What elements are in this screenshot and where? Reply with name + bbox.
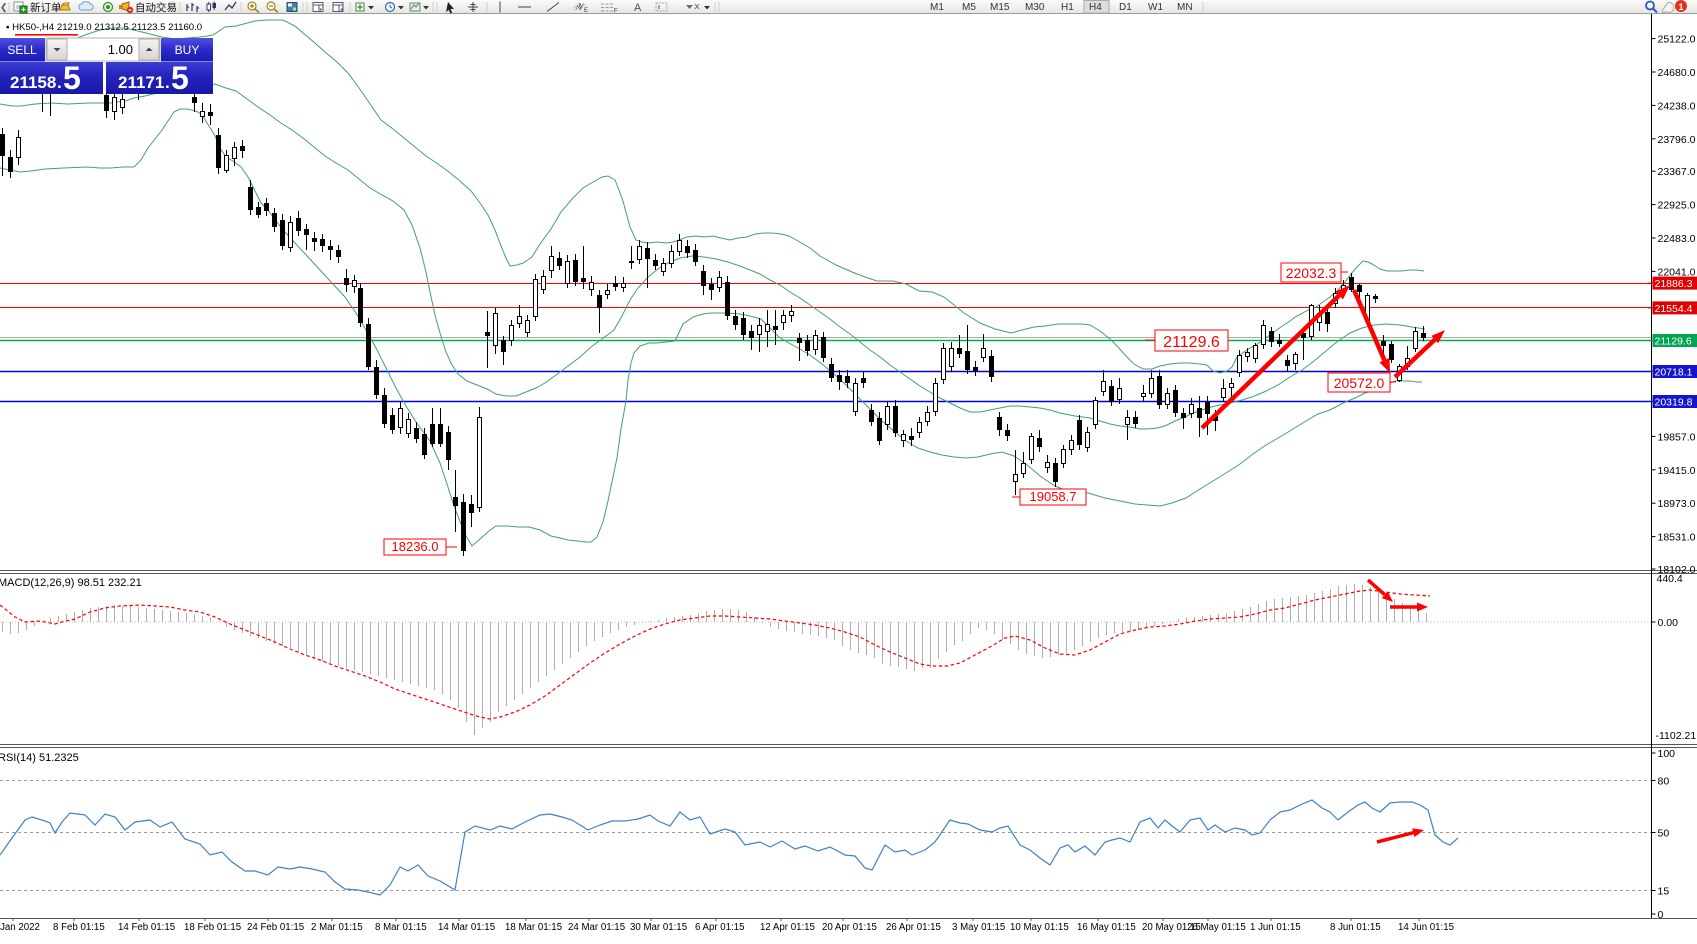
svg-text:H4: H4 [1089, 2, 1102, 13]
svg-text:H1: H1 [1061, 2, 1074, 13]
svg-text:E: E [584, 8, 588, 14]
svg-text:M5: M5 [962, 2, 976, 13]
svg-text:10 May 01:15: 10 May 01:15 [1010, 922, 1069, 933]
svg-text:MN: MN [1177, 2, 1193, 13]
svg-text:18 Feb 01:15: 18 Feb 01:15 [184, 922, 241, 933]
svg-text:80: 80 [1658, 776, 1670, 788]
svg-text:1.00: 1.00 [108, 42, 133, 57]
svg-text:自动交易: 自动交易 [135, 1, 177, 14]
svg-text:20319.8: 20319.8 [1655, 397, 1693, 409]
svg-text:8 Jun 01:15: 8 Jun 01:15 [1330, 922, 1381, 933]
svg-text:14 Mar 01:15: 14 Mar 01:15 [438, 922, 495, 933]
svg-text:M30: M30 [1025, 2, 1045, 13]
svg-text:24 Mar 01:15: 24 Mar 01:15 [568, 922, 625, 933]
svg-text:-1102.21: -1102.21 [1656, 730, 1697, 742]
svg-text:0.00: 0.00 [1658, 617, 1679, 629]
svg-text:50: 50 [1658, 828, 1670, 840]
svg-text:19415.0: 19415.0 [1658, 465, 1696, 477]
svg-text:21554.4: 21554.4 [1655, 303, 1693, 315]
svg-text:26 May 01:15: 26 May 01:15 [1187, 922, 1246, 933]
svg-text:21129.6: 21129.6 [1163, 334, 1220, 351]
svg-text:19857.0: 19857.0 [1658, 431, 1696, 443]
svg-text:20718.1: 20718.1 [1655, 367, 1693, 379]
svg-text:.: . [57, 73, 62, 92]
svg-text:2 Mar 01:15: 2 Mar 01:15 [311, 922, 363, 933]
svg-text:3 Jan 2022: 3 Jan 2022 [0, 922, 40, 933]
svg-text:1 Jun 01:15: 1 Jun 01:15 [1250, 922, 1301, 933]
svg-text:15: 15 [1658, 886, 1670, 898]
svg-text:8 Feb 01:15: 8 Feb 01:15 [53, 922, 105, 933]
svg-text:14 Jun 01:15: 14 Jun 01:15 [1398, 922, 1454, 933]
svg-text:21886.3: 21886.3 [1655, 278, 1693, 290]
svg-text:24 Feb 01:15: 24 Feb 01:15 [247, 922, 304, 933]
svg-text:SELL: SELL [7, 43, 37, 57]
svg-text:18973.0: 18973.0 [1658, 498, 1696, 510]
svg-text:440.4: 440.4 [1657, 573, 1683, 585]
svg-text:21158: 21158 [10, 73, 56, 92]
svg-text:14 Feb 01:15: 14 Feb 01:15 [118, 922, 175, 933]
svg-text:MACD(12,26,9) 98.51 232.21: MACD(12,26,9) 98.51 232.21 [0, 577, 142, 589]
svg-text:21129.6: 21129.6 [1655, 336, 1692, 348]
svg-text:18 Mar 01:15: 18 Mar 01:15 [505, 922, 562, 933]
svg-text:5: 5 [171, 60, 189, 96]
svg-text:M1: M1 [930, 2, 944, 13]
svg-text:19058.7: 19058.7 [1030, 489, 1077, 504]
svg-text:23367.0: 23367.0 [1658, 166, 1696, 178]
svg-text:18236.0: 18236.0 [392, 539, 439, 554]
svg-text:0: 0 [1658, 909, 1664, 921]
svg-text:D1: D1 [1119, 2, 1132, 13]
svg-text:20 Apr 01:15: 20 Apr 01:15 [822, 922, 877, 933]
svg-text:8 Mar 01:15: 8 Mar 01:15 [375, 922, 427, 933]
svg-text:18531.0: 18531.0 [1658, 532, 1696, 544]
svg-text:1: 1 [1679, 2, 1684, 12]
svg-text:W1: W1 [1148, 2, 1163, 13]
svg-text:A: A [634, 2, 642, 14]
svg-text:22483.0: 22483.0 [1658, 233, 1696, 245]
svg-text:3 May 01:15: 3 May 01:15 [952, 922, 1005, 933]
svg-text:RSI(14) 51.2325: RSI(14) 51.2325 [0, 752, 79, 764]
svg-text:16 May 01:15: 16 May 01:15 [1077, 922, 1136, 933]
svg-text:25122.0: 25122.0 [1658, 34, 1696, 46]
svg-text:M15: M15 [990, 2, 1010, 13]
svg-text:21171: 21171 [118, 73, 164, 92]
svg-text:24238.0: 24238.0 [1658, 100, 1696, 112]
svg-text:新订单: 新订单 [30, 1, 62, 14]
svg-text:22925.0: 22925.0 [1658, 200, 1696, 212]
svg-text:❮: ❮ [0, 2, 8, 13]
svg-text:.: . [165, 73, 170, 92]
svg-text:22032.3: 22032.3 [1286, 265, 1337, 281]
svg-text:100: 100 [1658, 748, 1676, 760]
svg-text:12 Apr 01:15: 12 Apr 01:15 [760, 922, 815, 933]
svg-text:BUY: BUY [175, 43, 200, 57]
svg-text:6 Apr 01:15: 6 Apr 01:15 [695, 922, 745, 933]
svg-text:24680.0: 24680.0 [1658, 67, 1696, 79]
svg-text:26 Apr 01:15: 26 Apr 01:15 [886, 922, 941, 933]
svg-text:▪ HK50-,H4 21219.0 21312.5 21: ▪ HK50-,H4 21219.0 21312.5 21123.5 21160… [6, 22, 202, 33]
svg-text:30 Mar 01:15: 30 Mar 01:15 [630, 922, 687, 933]
svg-text:5: 5 [63, 60, 81, 96]
svg-text:F: F [614, 9, 618, 15]
svg-text:20572.0: 20572.0 [1334, 375, 1385, 391]
svg-text:23796.0: 23796.0 [1658, 134, 1696, 146]
